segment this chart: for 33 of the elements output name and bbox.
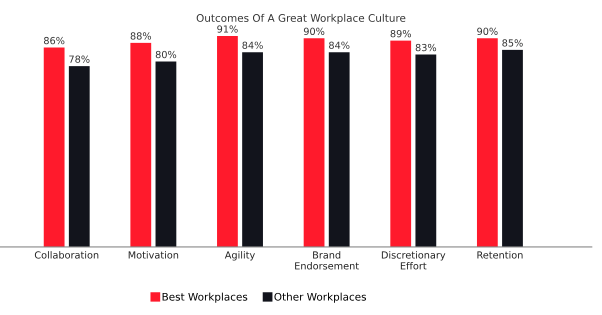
data-label: 88%	[130, 32, 152, 40]
x-tick-label: Brand Endorsement	[295, 251, 359, 270]
x-tick-label: Motivation	[128, 251, 178, 259]
chart-title: Outcomes Of A Great Workplace Culture	[196, 14, 406, 24]
bar	[304, 38, 324, 247]
data-label: 90%	[304, 28, 324, 36]
data-label: 90%	[477, 28, 498, 36]
bar	[130, 42, 152, 247]
data-label: 84%	[242, 42, 263, 49]
data-label: 89%	[390, 30, 411, 38]
bar	[390, 40, 412, 247]
data-label: 91%	[217, 25, 238, 33]
x-tick-label: Collaboration	[34, 251, 98, 259]
bar	[415, 54, 436, 247]
bar	[328, 52, 350, 247]
data-label: 78%	[69, 55, 90, 63]
bar	[68, 66, 90, 247]
bar	[476, 38, 498, 247]
data-label: 84%	[329, 42, 350, 49]
bar	[156, 61, 176, 247]
data-label: 83%	[416, 44, 436, 52]
bar	[242, 52, 263, 247]
data-label: 85%	[502, 39, 523, 47]
x-tick-label: Agility	[224, 251, 255, 261]
bar	[502, 50, 523, 247]
x-tick-label: Retention	[477, 251, 523, 259]
legend-label: Other Workplaces	[274, 292, 366, 303]
x-tick-label: Discretionary Effort	[382, 251, 446, 270]
bar	[44, 48, 65, 247]
data-label: 86%	[44, 36, 64, 44]
data-label: 80%	[156, 50, 176, 58]
bar	[217, 36, 238, 247]
legend-label: Best Workplaces	[162, 292, 248, 303]
